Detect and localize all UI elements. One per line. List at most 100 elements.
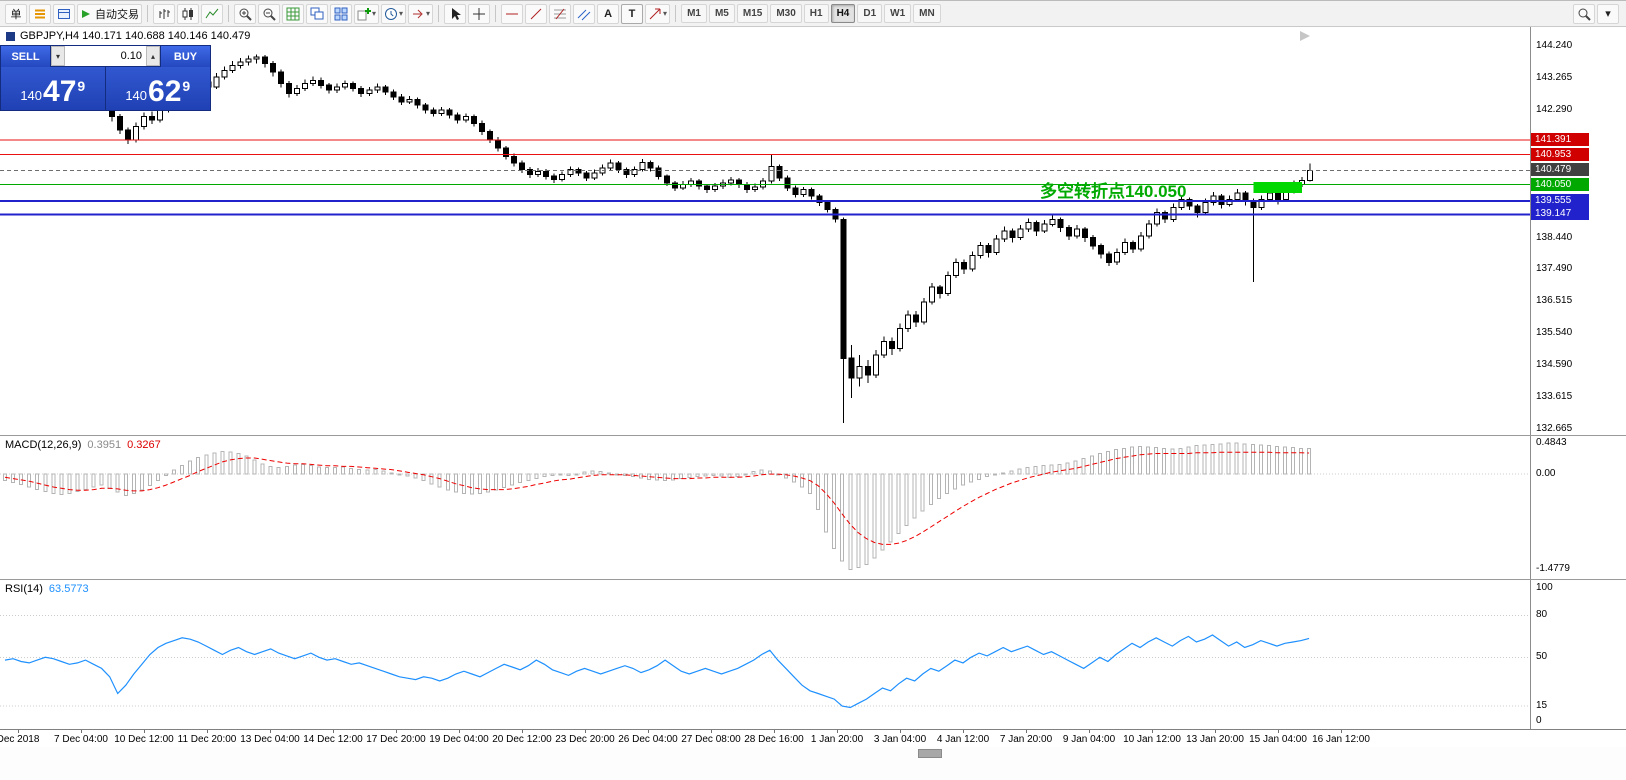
price-axis-label: 133.615 — [1536, 391, 1573, 403]
price-axis-separator — [1530, 27, 1531, 729]
market-watch-icon[interactable] — [29, 3, 51, 24]
search-icon[interactable] — [1573, 3, 1595, 24]
tile-windows-icon[interactable] — [330, 3, 352, 24]
timeframe-M15[interactable]: M15 — [736, 4, 769, 23]
bottom-strip — [0, 747, 1626, 780]
autotrading-button[interactable]: 自动交易 — [77, 3, 142, 24]
bar-chart-icon[interactable] — [153, 3, 175, 24]
timeframe-H4[interactable]: H4 — [830, 4, 856, 23]
crosshair-icon[interactable] — [468, 3, 491, 24]
time-axis-tick — [18, 730, 19, 733]
time-axis-label: 16 Jan 12:00 — [1312, 734, 1370, 745]
toolbar-right-group: ▾ — [1572, 3, 1620, 24]
time-axis-tick — [1278, 730, 1279, 733]
chart-canvas[interactable] — [0, 27, 1530, 729]
rsi-value: 63.5773 — [48, 583, 89, 595]
time-axis-label: 7 Dec 04:00 — [54, 734, 108, 745]
time-axis-label: 26 Dec 04:00 — [618, 734, 678, 745]
line-chart-icon[interactable] — [201, 3, 223, 24]
macd-label: MACD(12,26,9) 0.3951 0.3267 — [5, 439, 161, 451]
autotrading-play-icon — [82, 9, 90, 18]
rsi-axis-label: 100 — [1536, 581, 1553, 593]
macd-axis-label: 0.00 — [1536, 468, 1556, 480]
time-axis-tick — [333, 730, 334, 733]
time-axis-tick — [774, 730, 775, 733]
zoom-in-icon[interactable] — [234, 3, 256, 24]
time-axis-label: 1 Jan 20:00 — [810, 734, 864, 745]
timeframe-group: M1 M5 M15 M30 H1 H4 D1 W1 MN — [680, 4, 942, 23]
sell-price-big: 47 — [43, 75, 77, 108]
time-axis-label: 9 Jan 04:00 — [1062, 734, 1116, 745]
time-axis-tick — [396, 730, 397, 733]
sell-price[interactable]: 140 47 9 — [1, 67, 106, 111]
volume-down-arrow[interactable]: ▾ — [51, 46, 65, 66]
time-axis-tick — [585, 730, 586, 733]
time-axis-tick — [711, 730, 712, 733]
macd-signal-value: 0.3267 — [127, 439, 161, 451]
time-axis-label: 11 Dec 20:00 — [177, 734, 237, 745]
price-axis[interactable]: 144.240143.265142.290141.315140.340139.3… — [1531, 27, 1626, 729]
trendline-tool-icon[interactable] — [525, 3, 548, 24]
time-axis-label: 13 Jan 20:00 — [1186, 734, 1244, 745]
time-axis-tick — [1026, 730, 1027, 733]
toolbar: 单 自动交易 ▾ ▾ ▾ A T ▾ M1 M5 M15 M30 H1 H4 D1 W1 MN — [0, 1, 1626, 27]
candlestick-chart-icon[interactable] — [177, 3, 199, 24]
horizontal-line-tool-icon[interactable] — [501, 3, 524, 24]
text-tool-icon[interactable]: A — [597, 3, 620, 24]
fibonacci-tool-icon[interactable] — [549, 3, 572, 24]
buy-price[interactable]: 140 62 9 — [106, 67, 211, 111]
timeframe-M5[interactable]: M5 — [708, 4, 735, 23]
volume-input[interactable] — [65, 49, 146, 63]
time-axis-label: 13 Dec 04:00 — [240, 734, 300, 745]
chart-text-annotation[interactable]: 多空转折点140.050 — [1040, 182, 1187, 201]
sell-price-small: 140 — [20, 88, 43, 103]
price-axis-label: 134.590 — [1536, 359, 1573, 371]
level-price-badge: 140.953 — [1531, 148, 1589, 161]
cascade-windows-icon[interactable] — [306, 3, 328, 24]
timeframe-H1[interactable]: H1 — [803, 4, 829, 23]
chart-title: GBPJPY,H4 140.171 140.688 140.146 140.47… — [6, 30, 250, 42]
timeframe-M1[interactable]: M1 — [681, 4, 707, 23]
toolbar-separator — [495, 5, 497, 22]
macd-value: 0.3951 — [87, 439, 122, 451]
time-axis-tick — [963, 730, 964, 733]
pane-divider-macd[interactable] — [0, 435, 1626, 436]
current-price-badge: 140.479 — [1531, 163, 1589, 176]
level-price-badge: 139.147 — [1531, 207, 1589, 220]
grid-icon[interactable] — [282, 3, 304, 24]
volume-up-arrow[interactable]: ▴ — [146, 46, 160, 66]
horizontal-scrollbar-thumb[interactable] — [918, 749, 942, 758]
time-axis-tick — [207, 730, 208, 733]
time-axis-tick — [144, 730, 145, 733]
pane-divider-rsi[interactable] — [0, 579, 1626, 580]
time-axis-tick — [1215, 730, 1216, 733]
time-axis-label: 17 Dec 20:00 — [366, 734, 426, 745]
timeframe-MN[interactable]: MN — [913, 4, 941, 23]
timeframe-D1[interactable]: D1 — [857, 4, 883, 23]
sell-button[interactable]: SELL — [1, 46, 51, 67]
new-order-button[interactable]: 单 — [5, 3, 27, 24]
zoom-out-icon[interactable] — [258, 3, 280, 24]
time-axis-tick — [648, 730, 649, 733]
text-label-tool-icon[interactable]: T — [621, 3, 644, 24]
time-axis-label: 27 Dec 08:00 — [681, 734, 741, 745]
time-axis[interactable]: Dec 2018 7 Dec 04:00 10 Dec 12:00 11 Dec 20… — [0, 729, 1626, 747]
timeframe-M30[interactable]: M30 — [770, 4, 802, 23]
timeframe-W1[interactable]: W1 — [884, 4, 912, 23]
symbol-icon — [6, 31, 15, 41]
navigator-icon[interactable] — [53, 3, 75, 24]
time-axis-tick — [522, 730, 523, 733]
new-chart-icon[interactable]: ▾ — [354, 3, 380, 24]
chart-region: 144.240143.265142.290141.315140.340139.3… — [0, 27, 1626, 780]
volume-control: ▾ ▴ — [51, 46, 160, 67]
autotrading-label: 自动交易 — [95, 8, 139, 21]
channel-tool-icon[interactable] — [573, 3, 596, 24]
chevron-down-icon[interactable]: ▾ — [1597, 3, 1619, 24]
chart-shift-icon[interactable]: ▾ — [408, 3, 434, 24]
buy-button[interactable]: BUY — [160, 46, 210, 67]
cursor-icon[interactable] — [444, 3, 467, 24]
clock-icon[interactable]: ▾ — [381, 3, 407, 24]
macd-axis-label: -1.4779 — [1536, 563, 1570, 575]
arrows-tool-icon[interactable]: ▾ — [645, 3, 671, 24]
